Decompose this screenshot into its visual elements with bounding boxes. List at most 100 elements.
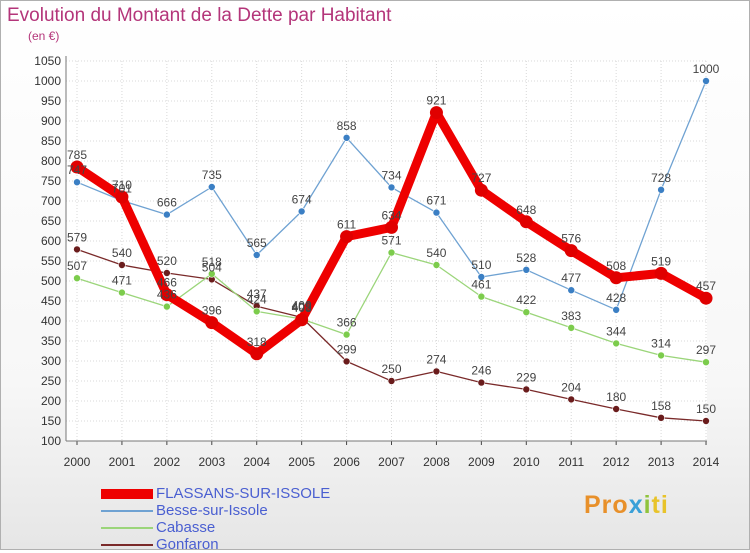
data-label: 520 xyxy=(157,254,177,268)
x-tick-label: 2005 xyxy=(288,455,315,469)
data-point xyxy=(160,288,174,302)
data-label: 457 xyxy=(696,279,716,293)
legend-item: FLASSANS-SUR-ISSOLE xyxy=(101,485,401,502)
unit-label: (en €) xyxy=(28,29,60,43)
y-tick-label: 850 xyxy=(41,134,61,148)
data-point xyxy=(522,265,531,274)
x-tick-label: 2011 xyxy=(558,455,584,469)
data-point xyxy=(657,186,665,194)
data-label: 671 xyxy=(426,194,446,208)
data-point xyxy=(118,261,126,269)
data-point xyxy=(73,178,81,186)
data-point xyxy=(567,286,576,295)
data-label: 634 xyxy=(381,208,401,222)
data-point xyxy=(612,339,620,348)
data-label: 648 xyxy=(516,203,536,217)
data-label: 576 xyxy=(561,232,581,246)
data-label: 150 xyxy=(696,402,716,416)
data-point xyxy=(163,302,171,311)
data-point xyxy=(432,367,441,376)
data-point xyxy=(522,385,531,394)
data-label: 297 xyxy=(696,343,716,357)
data-label: 422 xyxy=(516,293,536,307)
data-label: 747 xyxy=(67,163,87,177)
data-point xyxy=(387,248,396,257)
legend-item: Besse-sur-Issole xyxy=(101,502,401,519)
data-label: 437 xyxy=(247,287,267,301)
data-label: 477 xyxy=(561,271,581,285)
legend-label: Cabasse xyxy=(156,519,216,536)
proxiti-logo: Proxiti xyxy=(584,491,669,519)
y-tick-label: 700 xyxy=(41,194,61,208)
data-label: 921 xyxy=(426,94,446,108)
data-point xyxy=(699,291,713,305)
data-label: 424 xyxy=(247,292,267,306)
y-tick-label: 250 xyxy=(41,374,61,388)
x-tick-label: 2008 xyxy=(423,455,450,469)
legend-swatch xyxy=(101,509,153,512)
data-label: 250 xyxy=(381,362,401,376)
y-tick-label: 300 xyxy=(41,354,61,368)
data-point xyxy=(387,183,396,192)
y-tick-label: 750 xyxy=(41,174,61,188)
legend-item: Gonfaron xyxy=(101,536,401,553)
data-label: 246 xyxy=(471,364,491,378)
data-label: 344 xyxy=(606,324,626,338)
data-point xyxy=(702,77,710,85)
data-label: 734 xyxy=(381,168,401,182)
x-tick-label: 2006 xyxy=(333,455,360,469)
data-point xyxy=(342,330,351,339)
data-label: 383 xyxy=(561,309,581,323)
data-label: 366 xyxy=(337,316,357,330)
data-label: 528 xyxy=(516,251,536,265)
x-tick-label: 2007 xyxy=(378,455,405,469)
data-point xyxy=(252,251,261,259)
x-tick-label: 2002 xyxy=(154,455,181,469)
data-point xyxy=(207,183,216,191)
data-label: 510 xyxy=(471,258,491,272)
data-point xyxy=(519,215,533,229)
data-label: 1000 xyxy=(693,62,720,76)
data-label: 540 xyxy=(112,246,132,260)
data-label: 565 xyxy=(247,236,267,250)
legend-item: Cabasse xyxy=(101,519,401,536)
y-tick-label: 500 xyxy=(41,274,61,288)
x-tick-label: 2012 xyxy=(603,455,630,469)
y-tick-label: 150 xyxy=(41,414,61,428)
legend-label: FLASSANS-SUR-ISSOLE xyxy=(156,485,331,502)
legend-swatch xyxy=(101,543,153,546)
data-label: 735 xyxy=(202,168,222,182)
x-tick-label: 2014 xyxy=(693,455,720,469)
x-tick-label: 2001 xyxy=(109,455,136,469)
data-point xyxy=(342,134,351,142)
data-point xyxy=(385,220,399,234)
data-point xyxy=(702,417,710,425)
data-point xyxy=(73,245,81,254)
data-point xyxy=(429,106,443,120)
legend: FLASSANS-SUR-ISSOLE Besse-sur-Issole Cabas… xyxy=(101,485,401,553)
data-label: 204 xyxy=(561,380,581,394)
data-label: 409 xyxy=(292,298,312,312)
y-tick-label: 950 xyxy=(41,94,61,108)
y-tick-label: 650 xyxy=(41,214,61,228)
data-label: 728 xyxy=(651,171,671,185)
data-point xyxy=(432,261,441,269)
data-point xyxy=(342,357,351,366)
legend-swatch xyxy=(101,488,153,499)
data-label: 229 xyxy=(516,370,536,384)
data-point xyxy=(432,208,441,217)
y-tick-label: 400 xyxy=(41,314,61,328)
data-label: 405 xyxy=(292,300,312,314)
data-point xyxy=(567,395,576,404)
data-point xyxy=(654,266,668,280)
data-label: 727 xyxy=(471,171,491,185)
data-point xyxy=(657,351,665,360)
data-label: 428 xyxy=(606,291,626,305)
data-point xyxy=(252,307,261,316)
y-tick-label: 1000 xyxy=(34,74,61,88)
y-tick-label: 450 xyxy=(41,294,61,308)
data-point xyxy=(657,413,665,422)
data-label: 571 xyxy=(381,234,401,248)
